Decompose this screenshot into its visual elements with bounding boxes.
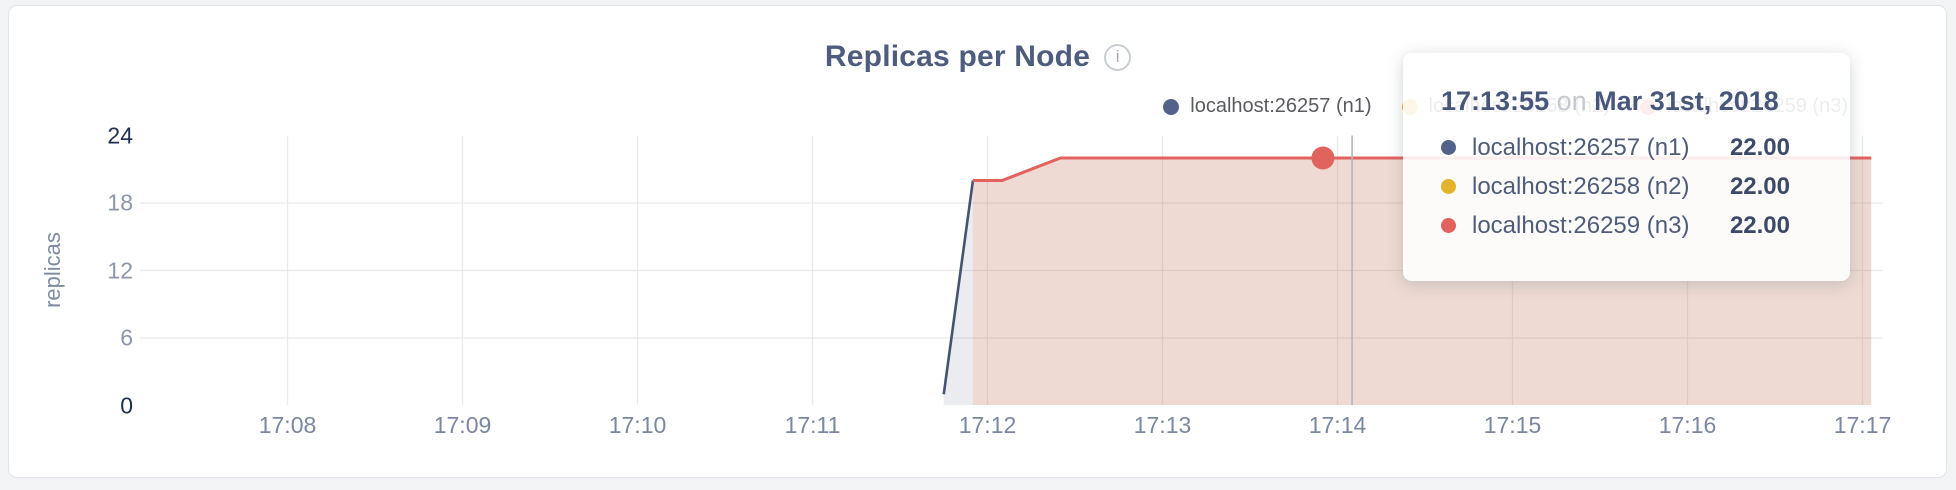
tooltip-header: 17:13:55 on Mar 31st, 2018 (1441, 86, 1850, 117)
tooltip-row: localhost:26257 (n1) 22.00 (1441, 128, 1850, 167)
y-tick-label: 18 (107, 189, 133, 216)
x-tick-label: 17:10 (608, 412, 667, 438)
hover-tooltip: 17:13:55 on Mar 31st, 2018 localhost:262… (1403, 53, 1850, 281)
tooltip-rows: localhost:26257 (n1) 22.00 localhost:26258… (1441, 128, 1850, 245)
info-icon[interactable]: i (1104, 43, 1132, 71)
y-tick-label: 24 (107, 122, 133, 148)
tooltip-row: localhost:26258 (n2) 22.00 (1441, 167, 1850, 206)
x-tick-label: 17:16 (1658, 412, 1717, 438)
tooltip-series-value: 22.00 (1729, 172, 1790, 200)
tooltip-series-label: localhost:26258 (n2) (1472, 172, 1690, 200)
legend-label: localhost:26257 (n1) (1190, 95, 1372, 117)
x-tick-label: 17:17 (1833, 412, 1892, 438)
tooltip-time: 17:13:55 (1441, 86, 1550, 116)
x-tick-label: 17:08 (258, 412, 317, 438)
tooltip-series-label: localhost:26259 (n3) (1472, 211, 1690, 239)
legend-dot-icon (1163, 98, 1180, 115)
chart-header: Replicas per Node i (0, 40, 1956, 74)
x-tick-label: 17:09 (433, 412, 492, 438)
x-tick-label: 17:15 (1483, 412, 1542, 438)
legend-item[interactable]: localhost:26257 (n1) (1163, 95, 1372, 118)
y-tick-label: 0 (120, 392, 133, 418)
x-tick-label: 17:12 (958, 412, 1017, 438)
tooltip-series-label: localhost:26257 (n1) (1472, 133, 1690, 161)
x-tick-label: 17:14 (1308, 412, 1367, 438)
tooltip-row: localhost:26259 (n3) 22.00 (1441, 206, 1850, 245)
hover-point (1311, 146, 1335, 170)
x-tick-label: 17:13 (1133, 412, 1192, 438)
tooltip-series-value: 22.00 (1729, 211, 1790, 239)
tooltip-series-dot-icon (1441, 218, 1456, 233)
chart-title: Replicas per Node (824, 40, 1091, 73)
tooltip-series-value: 22.00 (1729, 133, 1790, 161)
y-tick-label: 12 (107, 257, 133, 283)
x-tick-label: 17:11 (784, 412, 841, 438)
tooltip-date: Mar 31st, 2018 (1594, 86, 1779, 116)
tooltip-series-dot-icon (1441, 179, 1456, 194)
y-tick-label: 6 (120, 324, 133, 351)
tooltip-series-dot-icon (1441, 140, 1456, 155)
series-n1-line (942, 180, 975, 395)
tooltip-preposition: on (1556, 86, 1587, 116)
